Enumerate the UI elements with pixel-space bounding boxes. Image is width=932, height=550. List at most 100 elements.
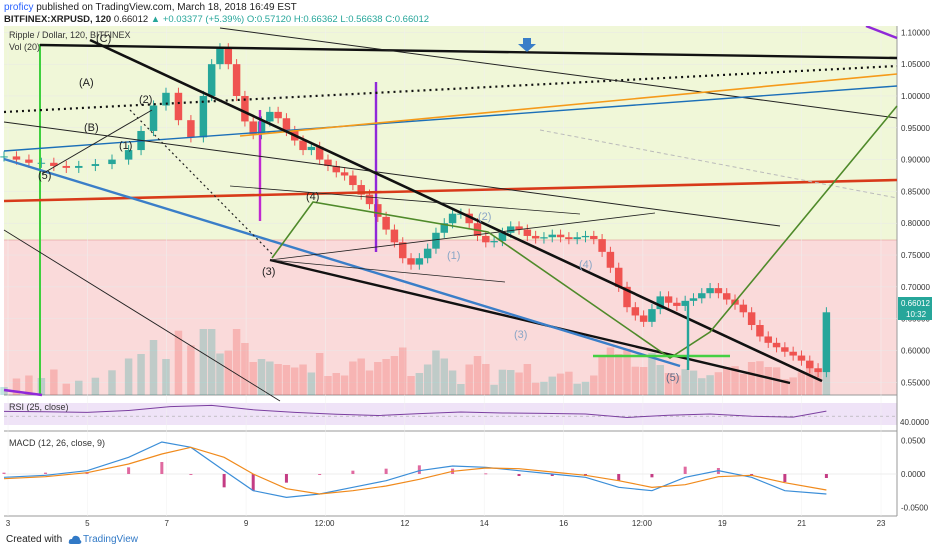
wave-label-3a: (3) xyxy=(262,266,275,278)
wave-label-5a: (5) xyxy=(38,170,51,182)
candle-body xyxy=(598,239,606,252)
volume-bar xyxy=(681,369,689,395)
publish-line: proficy published on TradingView.com, Ma… xyxy=(4,2,297,13)
volume-bar xyxy=(806,364,814,395)
volume-bar xyxy=(62,383,71,395)
wave-label-3b: (3) xyxy=(514,329,527,341)
volume-bar xyxy=(731,366,739,395)
volume-bar xyxy=(673,375,681,395)
volume-bar xyxy=(689,370,698,395)
main-pane-title: Ripple / Dollar, 120, BITFINEX xyxy=(9,30,131,40)
tradingview-logo[interactable]: TradingView xyxy=(68,532,138,546)
candle-body xyxy=(62,165,71,168)
volume-label: Vol (20) xyxy=(9,42,40,52)
price-axis[interactable]: 1.10000 1.05000 1.00000 0.95000 0.90000 0.850… xyxy=(901,28,930,387)
drawings xyxy=(3,26,898,402)
time-axis-label: 16 xyxy=(559,519,568,528)
macd-histogram-bar xyxy=(222,474,226,488)
candle-body xyxy=(332,165,341,173)
volume-bar xyxy=(187,345,195,395)
macd-histogram-bar xyxy=(417,465,421,474)
volume-bar xyxy=(540,381,548,395)
candle-body xyxy=(282,118,291,131)
volume-bar xyxy=(506,370,515,395)
volume-bar xyxy=(614,354,623,395)
price-axis-label: 0.55000 xyxy=(901,378,930,387)
candle-body xyxy=(266,111,274,122)
rsi-band xyxy=(4,403,897,425)
volume-bar xyxy=(764,367,772,395)
macd-line xyxy=(3,441,827,498)
chart-canvas[interactable]: (A) (B) (C) (1) (2) (3) (4) (5) (1) (2) … xyxy=(0,26,932,528)
cloud-icon xyxy=(68,535,82,544)
candle-body xyxy=(307,146,316,151)
candle-body xyxy=(506,226,515,233)
macd-histogram-bar xyxy=(484,473,488,475)
candle-body xyxy=(623,286,631,308)
volume-bar xyxy=(108,370,116,395)
candle-body xyxy=(747,312,756,326)
candle-body xyxy=(490,241,498,243)
volume-bar xyxy=(207,329,216,395)
volume-bar xyxy=(37,378,46,395)
volume-bar xyxy=(232,329,241,395)
volume-bar xyxy=(457,384,465,395)
ohlc-high: H:0.66362 xyxy=(293,14,338,25)
candle-body xyxy=(349,175,357,186)
wave-label-C: (C) xyxy=(96,33,111,45)
candle-body xyxy=(91,164,100,166)
bottom-left-purple-line xyxy=(3,388,43,397)
grey-dashed-trend xyxy=(539,129,898,199)
author-link[interactable]: proficy xyxy=(4,2,34,13)
candles xyxy=(0,43,831,378)
candle-body xyxy=(207,64,216,96)
macd-histogram-bar xyxy=(44,472,48,474)
volume-bar xyxy=(498,369,507,395)
last-price: 0.66012 xyxy=(113,14,149,25)
candle-body xyxy=(565,237,573,240)
volume-bar xyxy=(216,353,224,395)
volume-bar xyxy=(241,343,249,395)
macd-axis-label: 0.0500 xyxy=(901,437,926,446)
wave-label-A: (A) xyxy=(79,77,94,89)
candle-body xyxy=(664,296,673,303)
rsi-label: RSI (25, close) xyxy=(9,402,69,412)
macd-histogram-bar xyxy=(251,474,255,491)
thin-descending-line xyxy=(3,229,281,402)
candle-body xyxy=(465,213,473,224)
thin-trend-1 xyxy=(219,27,898,119)
volume-bar xyxy=(548,376,556,395)
macd-label: MACD (12, 26, close, 9) xyxy=(9,438,105,448)
volume-bar xyxy=(307,372,316,395)
volume-bar xyxy=(573,383,581,395)
price-axis-label: 1.00000 xyxy=(901,92,930,101)
volume-bar xyxy=(257,359,266,395)
volume-bar xyxy=(490,384,498,395)
volume-bar xyxy=(75,380,83,395)
thin-trend-5 xyxy=(269,259,506,283)
volume-bar xyxy=(714,372,723,395)
candle-body xyxy=(232,64,241,96)
volume-bar xyxy=(249,362,257,395)
wave-label-4a: (4) xyxy=(306,191,319,203)
candle-body xyxy=(681,300,689,306)
time-axis[interactable]: 3 5 7 9 12:00 12 14 16 12:00 19 21 23 xyxy=(6,519,886,528)
volume-bar xyxy=(332,373,341,395)
price-axis-label: 0.70000 xyxy=(901,283,930,292)
candle-body xyxy=(398,242,407,259)
candle-body xyxy=(764,336,772,343)
symbol-label: BITFINEX:XRPUSD, 120 xyxy=(4,14,112,25)
volume-bar xyxy=(349,361,357,395)
candle-body xyxy=(440,223,449,233)
time-axis-label: 19 xyxy=(718,519,727,528)
volume-bar xyxy=(473,356,482,395)
price-axis-label: 0.60000 xyxy=(901,346,930,355)
candle-body xyxy=(415,258,424,265)
volume-bar xyxy=(448,370,457,395)
candle-body xyxy=(50,162,58,166)
wave-label-5b: (5) xyxy=(666,372,679,384)
volume-bar xyxy=(531,382,540,395)
time-axis-label: 9 xyxy=(244,519,249,528)
volume-bar xyxy=(814,368,822,395)
volume-bar xyxy=(739,373,748,395)
